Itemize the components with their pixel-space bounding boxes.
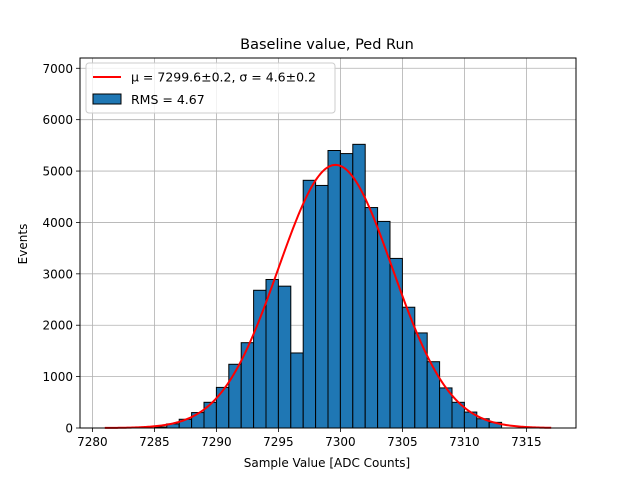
- histogram-bar: [426, 361, 441, 429]
- histogram-bar: [327, 150, 341, 429]
- y-axis-label: Events: [16, 224, 30, 265]
- histogram-bar: [315, 184, 329, 429]
- histogram-bar: [203, 401, 217, 429]
- histogram-bar: [290, 352, 304, 429]
- histogram-bar: [265, 278, 279, 429]
- legend-box: [85, 62, 336, 114]
- y-tick-label: 6000: [42, 113, 73, 127]
- legend: μ = 7299.6±0.2, σ = 4.6±0.2 RMS = 4.67: [85, 62, 336, 114]
- histogram-bar: [389, 257, 403, 429]
- x-tick-label: 7310: [449, 435, 480, 449]
- histogram-bars: [153, 143, 503, 429]
- histogram-bar: [364, 207, 379, 429]
- x-tick-label: 7280: [77, 435, 108, 449]
- x-tick-label: 7290: [201, 435, 232, 449]
- histogram-bar: [302, 179, 317, 429]
- x-tick-label: 7305: [387, 435, 418, 449]
- y-tick-label: 7000: [42, 62, 73, 76]
- legend-histogram-swatch: [92, 93, 122, 105]
- histogram-bar: [414, 332, 428, 429]
- y-tick-label: 5000: [42, 165, 73, 179]
- histogram-bar: [277, 285, 292, 429]
- histogram-bar: [377, 220, 391, 429]
- histogram-bar: [215, 386, 230, 429]
- histogram-bar: [191, 412, 205, 429]
- fit-curve-layer: [104, 163, 552, 429]
- x-tick-label: 7285: [139, 435, 170, 449]
- y-axis-ticks: 0 1000 2000 3000 4000 5000 6000 7000: [42, 62, 80, 436]
- histogram-bar: [339, 153, 354, 429]
- histogram-bar: [253, 289, 267, 429]
- legend-fit-label: μ = 7299.6±0.2, σ = 4.6±0.2: [131, 70, 316, 85]
- y-tick-label: 3000: [42, 267, 73, 281]
- x-tick-label: 7315: [511, 435, 542, 449]
- plot-frame: [79, 57, 577, 429]
- chart-title: Baseline value, Ped Run: [240, 37, 414, 53]
- gaussian-fit-curve: [104, 163, 552, 429]
- x-axis-label: Sample Value [ADC Counts]: [244, 456, 410, 470]
- y-tick-label: 1000: [42, 370, 73, 384]
- y-tick-label: 2000: [42, 319, 73, 333]
- x-tick-label: 7295: [263, 435, 294, 449]
- x-tick-label: 7300: [325, 435, 356, 449]
- y-tick-label: 4000: [42, 216, 73, 230]
- x-axis-ticks: 7280 7285 7290 7295 7300 7305 7310 7315: [77, 428, 542, 449]
- y-tick-label: 0: [65, 422, 73, 436]
- legend-histogram-label: RMS = 4.67: [131, 92, 205, 107]
